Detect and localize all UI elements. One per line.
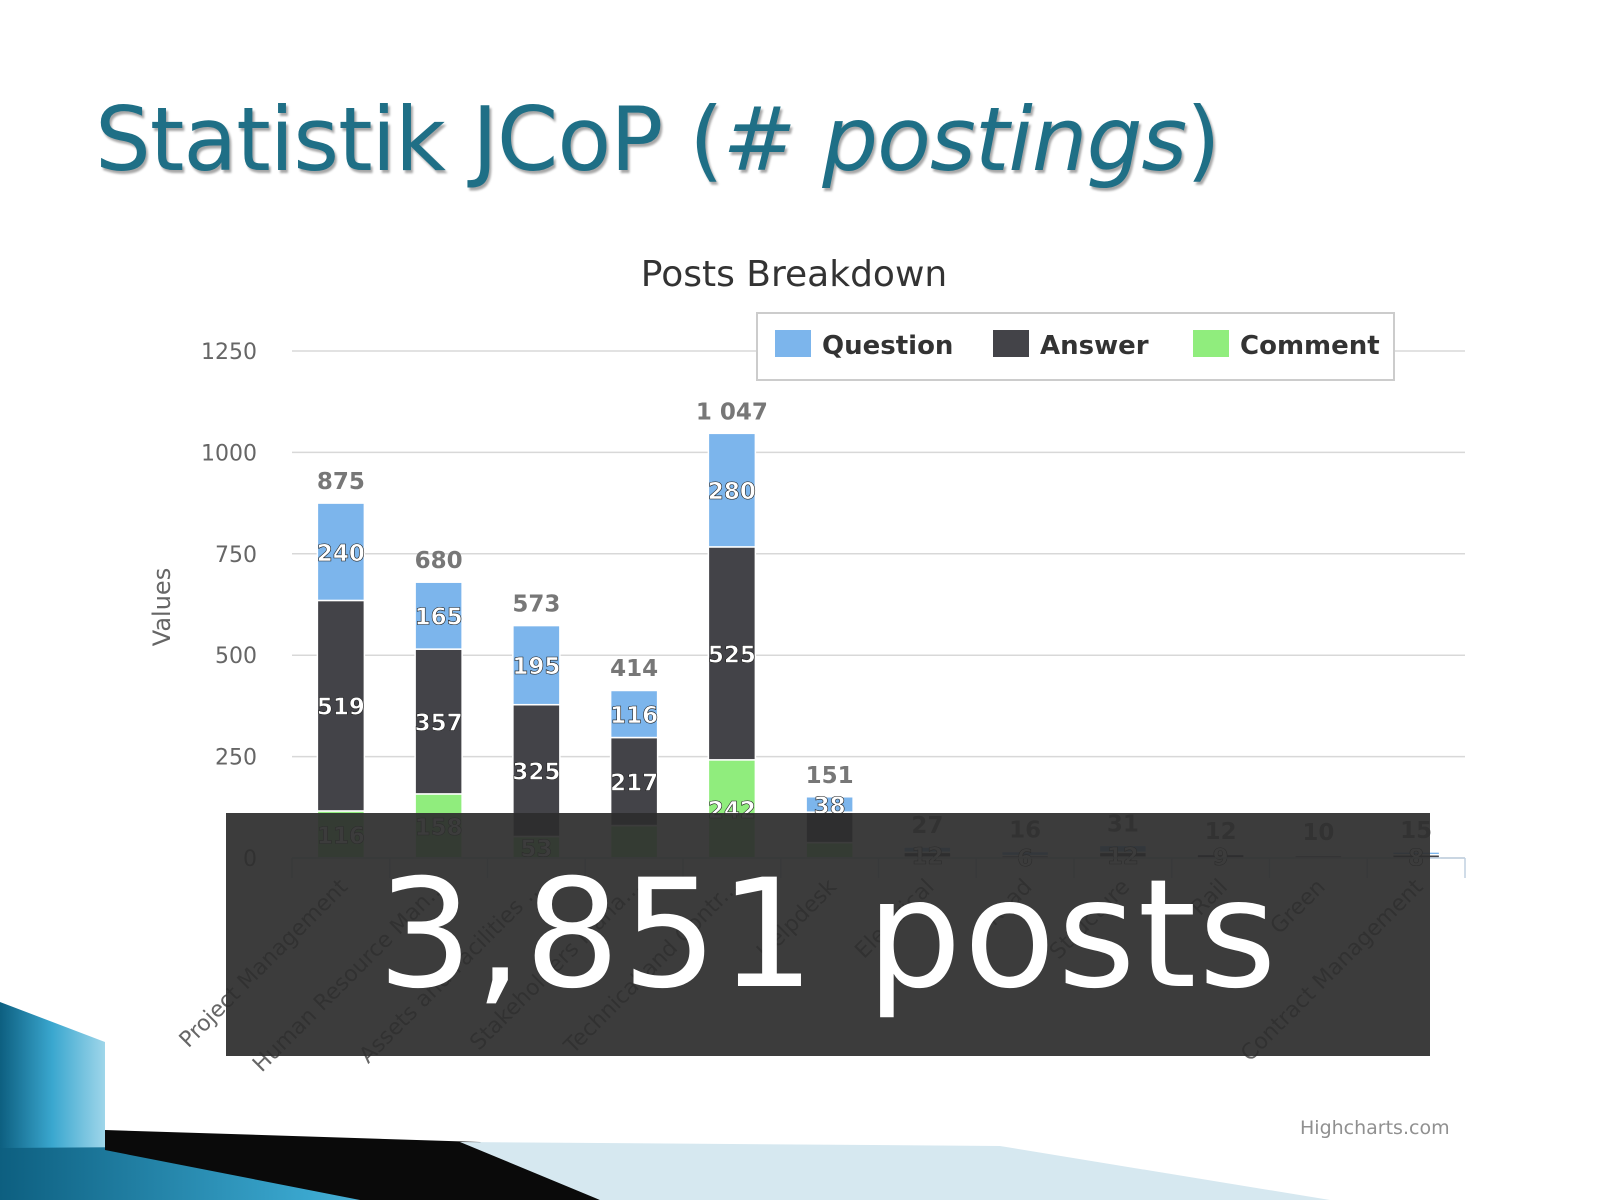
legend: Question Answer Comment — [756, 312, 1395, 381]
legend-item-question[interactable]: Question — [775, 330, 953, 361]
bar-segment-question[interactable] — [805, 796, 854, 813]
bar-segment-answer[interactable] — [609, 736, 659, 827]
bar-segment-question[interactable] — [316, 502, 366, 602]
legend-swatch — [775, 330, 811, 357]
y-tick-label: 250 — [215, 746, 257, 771]
legend-box — [756, 312, 1395, 381]
bar-segment-question[interactable] — [707, 432, 757, 548]
legend-label: Answer — [1040, 331, 1149, 361]
segment-value-label: 280 — [708, 479, 756, 505]
segment-value-label: 240 — [317, 541, 365, 567]
gridlines — [292, 350, 1465, 859]
total-posts-overlay: 3,851 posts — [226, 813, 1430, 1056]
legend-swatch — [993, 330, 1029, 357]
bar-segment-answer[interactable] — [414, 648, 463, 795]
legend-label: Question — [822, 331, 953, 361]
segment-value-label: 217 — [610, 771, 658, 797]
bar-segment-question[interactable] — [609, 689, 659, 739]
stack-total-label: 151 — [806, 763, 854, 789]
stack-total-label: 875 — [317, 469, 365, 495]
y-tick-label: 750 — [215, 543, 257, 568]
highcharts-credit[interactable]: Highcharts.com — [1300, 1117, 1450, 1139]
total-posts-text: 3,851 posts — [377, 847, 1279, 1022]
deco-light-wedge — [460, 1142, 1330, 1200]
y-axis-ticks: 025050075010001250 — [201, 340, 257, 872]
slide-title: Statistik JCoP (# postings) — [95, 88, 1221, 191]
legend-swatch — [1193, 330, 1229, 357]
slide-title-close: ) — [1186, 88, 1220, 191]
segment-value-label: 357 — [415, 711, 463, 737]
chart-title: Posts Breakdown — [641, 254, 947, 295]
stack-total-label: 573 — [512, 592, 560, 618]
legend-item-answer[interactable]: Answer — [993, 330, 1149, 361]
segment-value-label: 525 — [708, 642, 756, 668]
y-tick-label: 500 — [215, 644, 257, 669]
stack-total-label: 414 — [610, 656, 658, 682]
segment-value-label: 325 — [512, 760, 560, 786]
y-tick-label: 1000 — [201, 441, 257, 466]
bar-stacks — [316, 432, 1441, 859]
legend-label: Comment — [1240, 331, 1380, 361]
segment-value-label: 195 — [512, 654, 560, 680]
bar-segment-answer[interactable] — [316, 599, 366, 812]
y-tick-label: 1250 — [201, 340, 257, 365]
y-axis-label: Values — [148, 568, 176, 646]
segment-value-label: 165 — [415, 605, 463, 631]
bar-segment-question[interactable] — [512, 624, 561, 706]
segment-value-label: 116 — [610, 703, 658, 729]
legend-item-comment[interactable]: Comment — [1193, 330, 1380, 361]
slide-title-main: Statistik JCoP ( — [95, 88, 724, 191]
stack-total-label: 680 — [415, 548, 463, 574]
bar-segment-question[interactable] — [414, 581, 463, 650]
stack-total-label: 1 047 — [696, 399, 768, 425]
slide-title-italic: # postings — [722, 88, 1188, 191]
segment-value-label: 519 — [317, 695, 365, 721]
